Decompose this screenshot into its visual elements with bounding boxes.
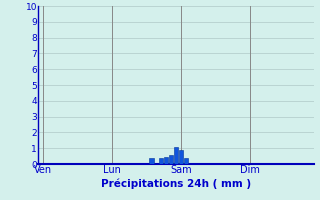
Bar	[179, 150, 183, 164]
Bar	[184, 158, 188, 164]
X-axis label: Précipitations 24h ( mm ): Précipitations 24h ( mm )	[101, 178, 251, 189]
Bar	[149, 158, 154, 164]
Bar	[159, 158, 164, 164]
Bar	[169, 155, 173, 164]
Bar	[164, 157, 168, 164]
Bar	[174, 147, 178, 164]
